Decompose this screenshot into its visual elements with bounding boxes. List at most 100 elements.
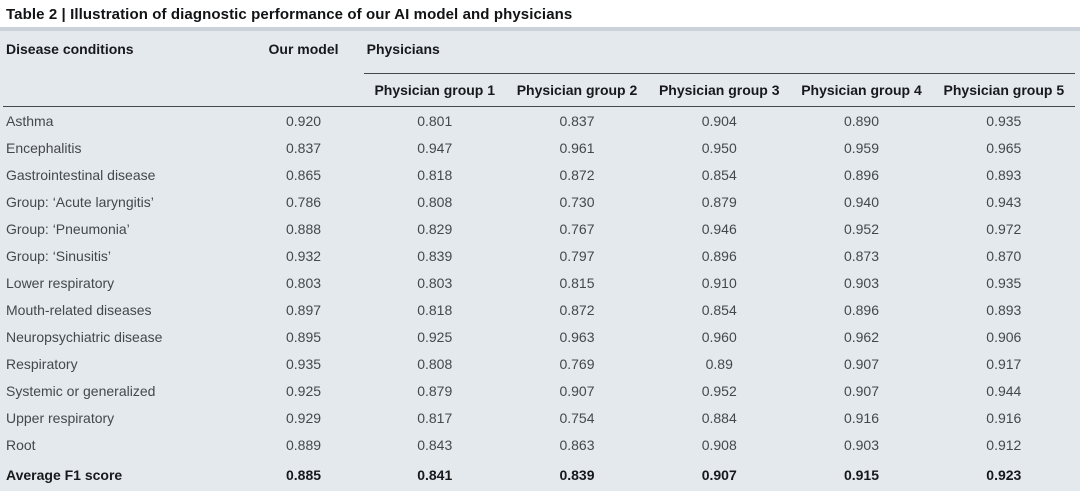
table-row: Systemic or generalized 0.925 0.879 0.90… [3,377,1075,404]
f1-physician-group-2: 0.863 [559,436,595,453]
table-header: Disease conditions Our model Physicians … [3,31,1075,107]
f1-physician-group-5: 0.944 [986,382,1022,399]
f1-physician-group-3: 0.952 [701,382,737,399]
header-row-2: Physician group 1 Physician group 2 Phys… [3,73,1075,107]
f1-physician-group-1: 0.808 [417,355,453,372]
f1-physician-group-4: 0.873 [843,247,880,264]
f1-physician-group-3: 0.884 [701,409,737,426]
f1-physician-group-1: 0.801 [417,112,453,129]
col-header-our-model: Our model [243,31,364,107]
f1-physician-group-3: 0.896 [701,247,737,264]
f1-physician-group-3: 0.879 [701,193,737,210]
f1-our-model: 0.786 [286,193,322,210]
table-container: Disease conditions Our model Physicians … [0,31,1080,491]
f1-physician-group-1: 0.818 [417,166,453,183]
f1-physician-group-4: 0.959 [843,139,880,156]
f1-physician-group-4: 0.903 [843,436,880,453]
f1-physician-group-3: 0.854 [701,301,737,318]
f1-our-model: 0.837 [286,139,322,156]
f1-physician-group-1: 0.817 [417,409,453,426]
average-f1-group-5: 0.923 [932,458,1075,491]
f1-our-model: 0.888 [286,220,322,237]
disease-condition-label: Upper respiratory [6,409,115,426]
f1-physician-group-4: 0.903 [843,274,880,291]
table-row: Lower respiratory 0.803 0.803 0.815 0.91… [3,269,1075,296]
f1-physician-group-3: 0.910 [701,274,737,291]
table-title: Table 2 | Illustration of diagnostic per… [6,6,573,23]
f1-our-model: 0.920 [286,112,322,129]
table-row: Group: ‘Acute laryngitis’ 0.786 0.808 0.… [3,188,1075,215]
f1-physician-group-5: 0.943 [986,193,1022,210]
f1-physician-group-5: 0.935 [986,112,1022,129]
f1-physician-group-3: 0.89 [705,355,733,372]
average-f1-group-3: 0.907 [648,458,791,491]
table-row: Respiratory 0.935 0.808 0.769 0.89 0.907… [3,350,1075,377]
f1-our-model: 0.803 [286,274,322,291]
f1-physician-group-2: 0.837 [559,112,595,129]
f1-physician-group-1: 0.808 [417,193,453,210]
header-row-1: Disease conditions Our model Physicians [3,31,1075,107]
f1-physician-group-2: 0.769 [559,355,595,372]
disease-condition-label: Respiratory [6,355,78,372]
f1-physician-group-5: 0.916 [986,409,1022,426]
average-f1-group-1: 0.841 [363,458,506,491]
f1-physician-group-5: 0.893 [986,166,1022,183]
f1-physician-group-3: 0.854 [701,166,737,183]
f1-physician-group-4: 0.907 [843,355,880,372]
f1-physician-group-4: 0.940 [843,193,880,210]
table-row: Asthma 0.920 0.801 0.837 0.904 0.890 0.9… [3,107,1075,135]
disease-condition-label: Group: ‘Sinusitis’ [6,247,112,264]
f1-physician-group-2: 0.963 [559,328,595,345]
disease-condition-label: Neuropsychiatric disease [6,328,163,345]
disease-condition-label: Asthma [6,112,54,129]
f1-physician-group-2: 0.754 [559,409,595,426]
f1-physician-group-4: 0.907 [843,382,880,399]
f1-physician-group-5: 0.912 [986,436,1022,453]
table-title-band: Table 2 | Illustration of diagnostic per… [0,0,1080,31]
f1-physician-group-1: 0.947 [417,139,453,156]
f1-physician-group-2: 0.730 [559,193,595,210]
disease-condition-label: Systemic or generalized [6,382,156,399]
table-row: Group: ‘Sinusitis’ 0.932 0.839 0.797 0.8… [3,242,1075,269]
col-header-physicians-spanner: Physicians [363,31,1075,74]
diagnostic-performance-table: Disease conditions Our model Physicians … [3,31,1075,491]
f1-physician-group-5: 0.906 [986,328,1022,345]
f1-physician-group-2: 0.872 [559,166,595,183]
f1-physician-group-5: 0.917 [986,355,1022,372]
f1-our-model: 0.889 [286,436,322,453]
table-row: Upper respiratory 0.929 0.817 0.754 0.88… [3,404,1075,431]
average-f1-our-model: 0.885 [243,458,364,491]
f1-physician-group-4: 0.952 [843,220,880,237]
f1-physician-group-4: 0.916 [843,409,880,426]
col-header-physician-group-1: Physician group 1 [363,73,506,107]
f1-physician-group-2: 0.797 [559,247,595,264]
col-header-physician-group-4: Physician group 4 [790,73,933,107]
f1-physician-group-1: 0.818 [417,301,453,318]
f1-physician-group-2: 0.907 [559,382,595,399]
f1-physician-group-1: 0.839 [417,247,453,264]
table-row: Neuropsychiatric disease 0.895 0.925 0.9… [3,323,1075,350]
f1-physician-group-5: 0.893 [986,301,1022,318]
disease-condition-label: Encephalitis [6,139,82,156]
f1-physician-group-3: 0.960 [701,328,737,345]
f1-physician-group-2: 0.815 [559,274,595,291]
table-row: Encephalitis 0.837 0.947 0.961 0.950 0.9… [3,134,1075,161]
col-header-physician-group-5: Physician group 5 [932,73,1075,107]
col-header-physician-group-2: Physician group 2 [505,73,649,107]
f1-our-model: 0.897 [286,301,322,318]
disease-condition-label: Lower respiratory [6,274,115,291]
f1-our-model: 0.932 [286,247,322,264]
average-f1-group-2: 0.839 [505,458,649,491]
disease-condition-label: Group: ‘Pneumonia’ [6,220,130,237]
f1-physician-group-3: 0.950 [701,139,737,156]
f1-physician-group-1: 0.843 [417,436,453,453]
f1-physician-group-5: 0.972 [986,220,1022,237]
f1-physician-group-2: 0.961 [559,139,595,156]
table-footer: Average F1 score 0.885 0.841 0.839 0.907… [3,458,1075,491]
f1-our-model: 0.925 [286,382,322,399]
average-f1-group-4: 0.915 [790,458,933,491]
col-header-disease-conditions: Disease conditions [3,31,244,107]
table-row: Mouth-related diseases 0.897 0.818 0.872… [3,296,1075,323]
f1-physician-group-5: 0.935 [986,274,1022,291]
disease-condition-label: Group: ‘Acute laryngitis’ [6,193,154,210]
